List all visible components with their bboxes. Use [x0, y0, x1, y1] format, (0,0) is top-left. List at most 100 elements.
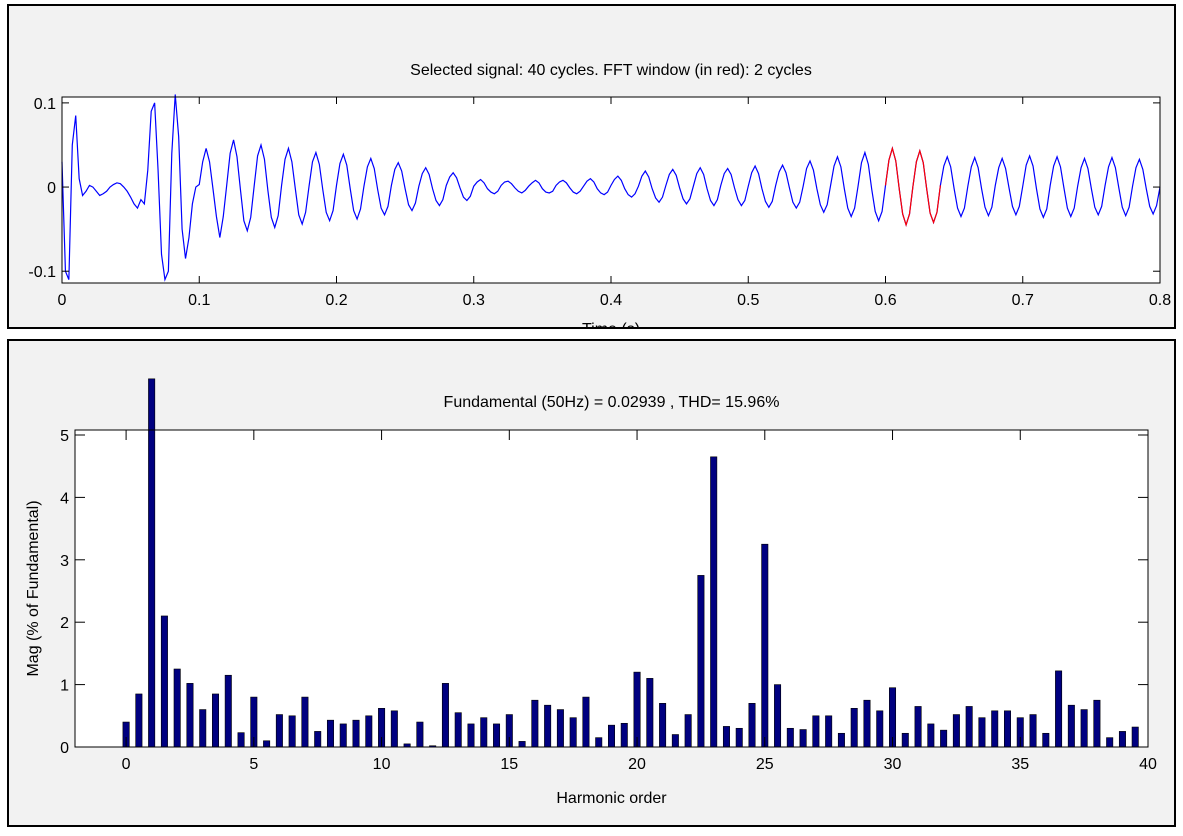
bar: [1042, 732, 1050, 748]
y-tick-label: 0: [47, 180, 56, 197]
axes-box: [74, 429, 1149, 748]
x-axis-label: Time (s): [582, 321, 640, 338]
x-tick-label: 25: [756, 756, 774, 773]
bar: [927, 723, 935, 748]
bar: [684, 714, 692, 748]
x-tick-label: 0.6: [874, 292, 896, 309]
bar: [186, 683, 194, 748]
bar: [237, 732, 245, 748]
bar: [148, 378, 156, 748]
bar: [301, 696, 309, 748]
y-tick-label: 3: [60, 553, 69, 570]
bar: [952, 714, 960, 748]
x-tick-label: 0.8: [1149, 292, 1171, 309]
bar: [199, 709, 207, 748]
y-tick-label: 0: [60, 740, 69, 757]
bar: [761, 543, 769, 748]
x-axis-label: Harmonic order: [556, 790, 667, 807]
bar: [441, 683, 449, 748]
signal-line: [884, 146, 941, 227]
bar: [659, 703, 667, 748]
bar: [326, 719, 334, 748]
bar: [339, 723, 347, 748]
bar: [212, 693, 220, 748]
bar: [735, 727, 743, 748]
bar: [608, 724, 615, 748]
x-tick-label: 30: [884, 756, 902, 773]
bar: [173, 668, 181, 748]
bar: [837, 732, 845, 748]
bar: [671, 734, 679, 748]
bar: [1118, 731, 1126, 748]
y-tick-label: 1: [60, 678, 69, 695]
x-tick-label: 0.1: [188, 292, 210, 309]
axes-area: [75, 430, 1148, 747]
x-tick-label: 15: [500, 756, 518, 773]
bar: [697, 575, 705, 748]
signal-line: [61, 94, 1161, 282]
bar: [1131, 726, 1139, 748]
y-tick-label: 0.1: [34, 96, 56, 113]
bar: [493, 723, 501, 748]
bar: [1067, 704, 1075, 748]
x-tick-label: 0: [58, 292, 67, 309]
bar: [288, 715, 296, 748]
x-tick-label: 0.3: [463, 292, 485, 309]
bar: [1029, 714, 1037, 748]
bar: [224, 674, 232, 748]
bar: [531, 699, 539, 748]
bar: [620, 722, 628, 748]
bar: [812, 715, 820, 748]
bar: [582, 696, 590, 748]
bar: [825, 715, 833, 748]
axes-area: [62, 97, 1160, 283]
x-tick-label: 20: [628, 756, 646, 773]
bar: [965, 706, 973, 748]
bar: [518, 741, 526, 748]
y-tick-label: 4: [60, 490, 69, 507]
x-tick-label: 0.4: [600, 292, 622, 309]
bar: [275, 714, 283, 748]
chart-title: Selected signal: 40 cycles. FFT window (…: [410, 62, 812, 79]
x-tick-label: 35: [1011, 756, 1029, 773]
y-axis-label: Mag (% of Fundamental): [25, 500, 42, 676]
bar: [722, 726, 730, 748]
bar: [863, 699, 871, 748]
bar: [876, 710, 884, 748]
y-tick-label: 2: [60, 615, 69, 632]
bar: [940, 729, 948, 748]
bar: [799, 729, 807, 748]
bar: [160, 615, 168, 748]
bar: [595, 737, 603, 748]
bar: [914, 706, 922, 748]
bar: [314, 731, 322, 748]
bar: [569, 717, 577, 748]
bar: [710, 456, 718, 748]
bar: [135, 693, 143, 748]
x-tick-label: 0.2: [325, 292, 347, 309]
bar: [467, 723, 475, 748]
bar: [748, 703, 756, 748]
bar: [774, 684, 782, 748]
x-tick-label: 0.7: [1012, 292, 1034, 309]
bar: [544, 704, 552, 748]
bar: [365, 715, 373, 748]
bar: [901, 732, 909, 748]
bar: [991, 710, 999, 748]
bar: [646, 678, 654, 748]
bar: [454, 712, 462, 748]
bar: [1080, 709, 1088, 748]
bar: [850, 708, 858, 748]
x-tick-label: 0.5: [737, 292, 759, 309]
bar: [416, 721, 424, 748]
x-tick-label: 0: [122, 756, 131, 773]
x-tick-label: 40: [1139, 756, 1157, 773]
bar: [1003, 710, 1011, 748]
bar: [1093, 699, 1101, 748]
bar: [1055, 670, 1063, 748]
x-tick-label: 10: [373, 756, 391, 773]
y-tick-label: -0.1: [28, 264, 56, 281]
bar: [352, 719, 360, 748]
bar: [786, 727, 794, 748]
